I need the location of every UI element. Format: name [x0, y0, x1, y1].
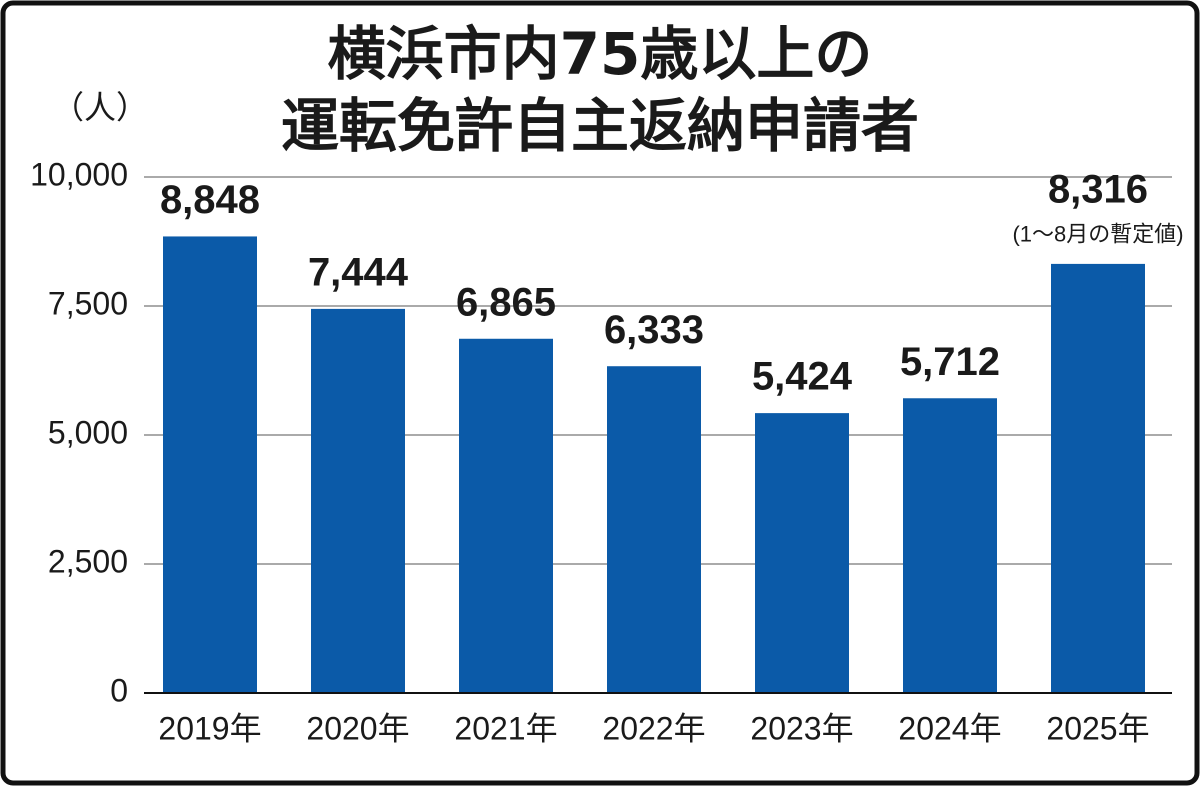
x-tick-label: 2019年: [158, 710, 261, 746]
value-label: 5,424: [752, 355, 853, 399]
bar: [903, 398, 997, 693]
bar: [311, 308, 405, 693]
annotation: (1～8月の暫定値): [1012, 222, 1183, 247]
value-label: 8,848: [160, 178, 260, 222]
chart-title: 横浜市内75歳以上の: [328, 20, 873, 88]
y-tick-label: 2,500: [48, 543, 128, 579]
bar: [607, 366, 701, 693]
y-tick-label: 10,000: [30, 156, 128, 192]
chart-title: 運転免許自主返納申請者: [281, 92, 919, 160]
value-label: 5,712: [900, 340, 1000, 384]
y-tick-label: 5,000: [48, 414, 128, 450]
bar: [1051, 263, 1145, 693]
y-axis-label: （人）: [52, 89, 148, 125]
bar: [755, 413, 849, 693]
x-tick-label: 2024年: [898, 710, 1001, 746]
value-label: 8,316: [1048, 167, 1148, 211]
x-tick-label: 2022年: [602, 710, 705, 746]
x-tick-label: 2023年: [750, 710, 853, 746]
bar: [163, 236, 257, 693]
y-tick-label: 7,500: [48, 285, 128, 321]
x-tick-label: 2025年: [1046, 710, 1149, 746]
value-label: 6,333: [604, 308, 704, 352]
value-label: 7,444: [308, 250, 409, 294]
x-tick-label: 2021年: [454, 710, 557, 746]
x-tick-label: 2020年: [306, 710, 409, 746]
value-label: 6,865: [456, 280, 556, 324]
y-tick-label: 0: [110, 672, 128, 708]
bar: [459, 338, 553, 693]
